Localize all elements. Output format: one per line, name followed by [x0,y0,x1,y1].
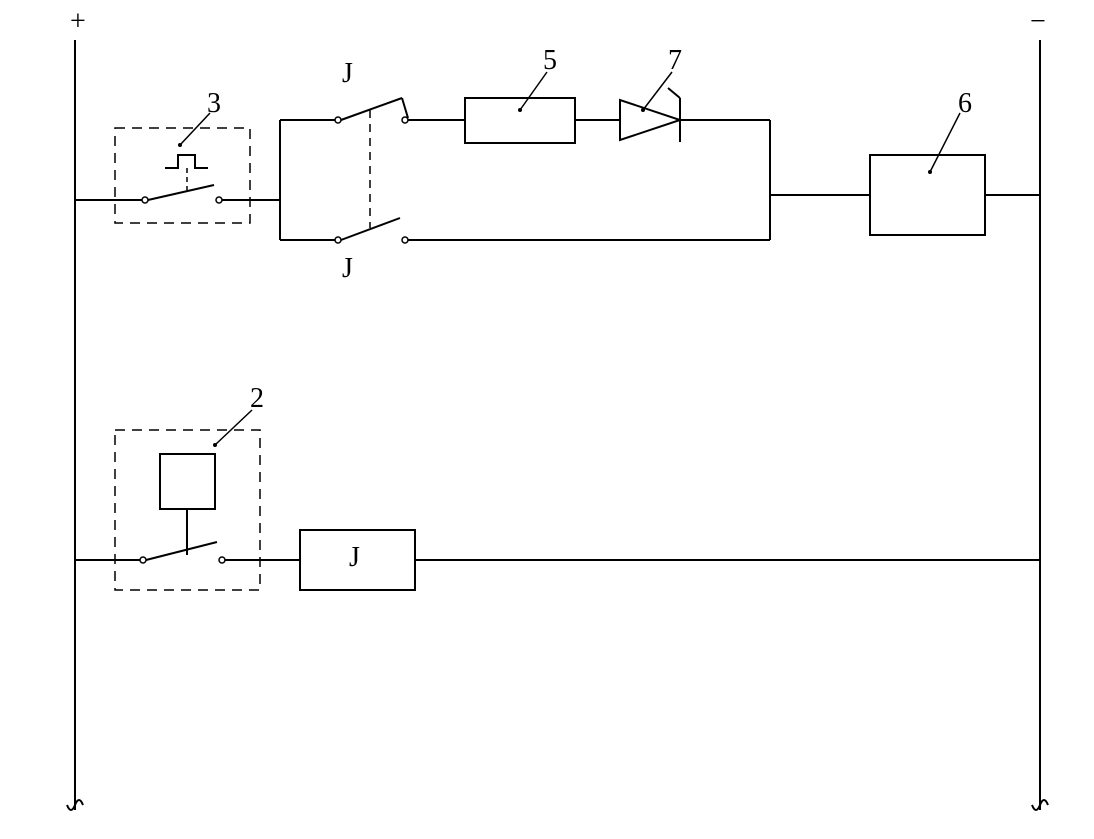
relay-contact-label-J-mid: J [342,253,353,285]
leader-dot [178,143,182,147]
switch-arm-3 [148,185,214,200]
relay-contact-label-J-top: J [342,58,353,90]
diode-triangle-icon [620,100,680,140]
leader-dot [518,108,522,112]
contact-terminal-icon [335,117,341,123]
leader-line-3 [180,113,210,145]
positive-rail-label: + [70,6,86,38]
block-5 [465,98,575,143]
block-6 [870,155,985,235]
leader-line-5 [520,72,547,110]
nc-contact-arm [341,98,402,120]
leader-dot [213,443,217,447]
diode-gate-icon [668,88,680,98]
circuit-diagram [0,0,1094,839]
switch-arm-2 [146,542,217,560]
callout-6: 6 [958,88,972,120]
negative-rail-label: − [1030,6,1046,38]
callout-7: 7 [668,45,682,77]
leader-dot [641,108,645,112]
callout-3: 3 [207,88,221,120]
leader-line-6 [930,113,960,172]
leader-dot [928,170,932,174]
contact-terminal-icon [216,197,222,203]
callout-5: 5 [543,45,557,77]
nc-contact-hook [402,98,408,118]
contact-terminal-icon [402,237,408,243]
contact-terminal-icon [219,557,225,563]
no-contact-arm [341,218,400,240]
leader-line-2 [215,410,252,445]
leader-line-7 [643,72,672,110]
contact-terminal-icon [140,557,146,563]
thermal-element-icon [165,155,208,168]
block-inside-2 [160,454,215,509]
contact-terminal-icon [142,197,148,203]
relay-coil-label-J: J [349,542,360,574]
callout-2: 2 [250,383,264,415]
contact-terminal-icon [335,237,341,243]
